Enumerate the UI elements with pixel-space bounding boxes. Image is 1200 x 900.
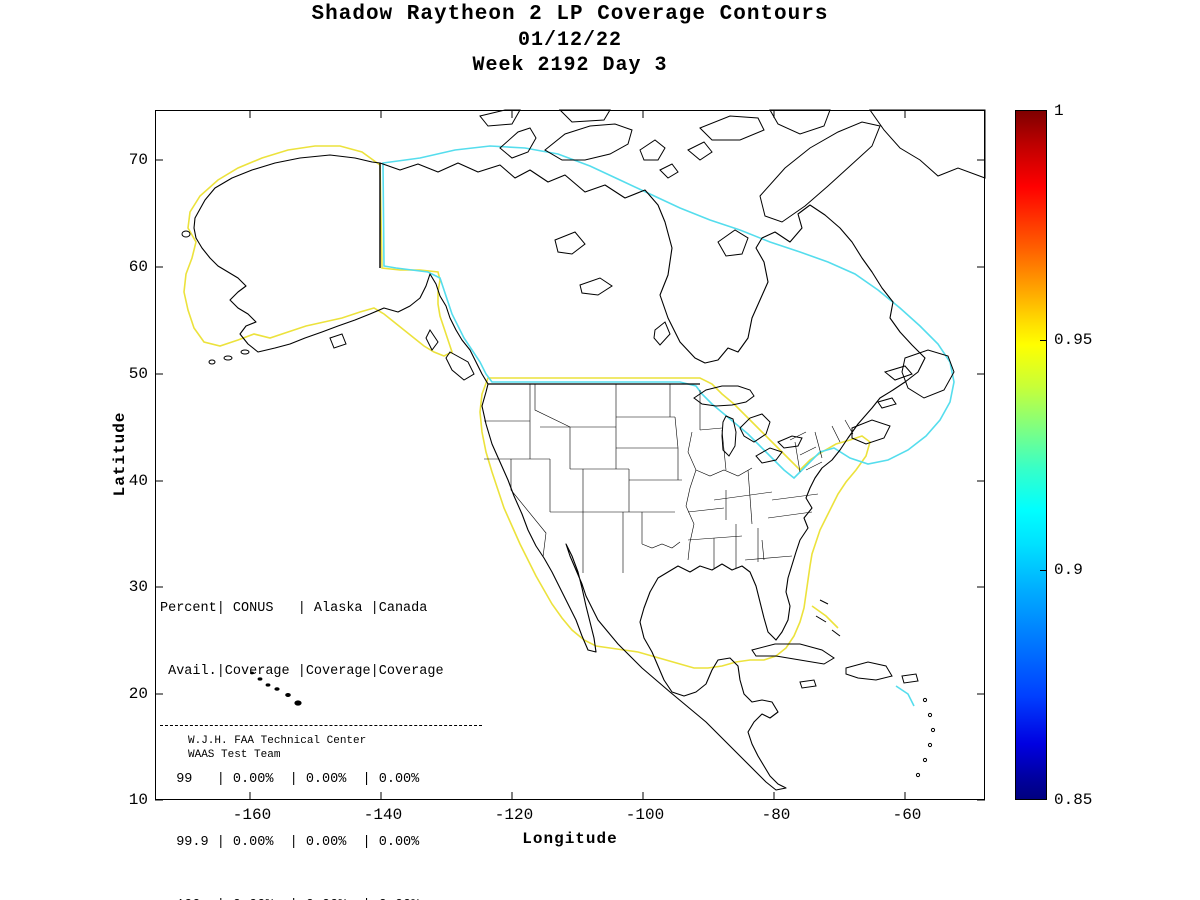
caribbean-islands	[751, 599, 936, 778]
coverage-table-row-99-9: 99.9 | 0.00% | 0.00% | 0.00%	[160, 835, 420, 850]
coverage-table-header-row1: Percent| CONUS | Alaska |Canada	[160, 601, 428, 616]
colorbar-tick	[1040, 340, 1046, 341]
plot-subtitle-date: 01/12/22	[517, 29, 622, 52]
credit-block: W.J.H. FAA Technical Center WAAS Test Te…	[188, 734, 366, 762]
conus-coverage-contour-yellow	[479, 377, 871, 669]
colorbar-tick-label: 0.9	[1054, 561, 1083, 579]
north-america-coastline	[193, 154, 926, 791]
colorbar-tick	[1040, 570, 1046, 571]
alaska-coverage-contour-yellow	[183, 145, 453, 357]
colorbar-tick-label: 0.95	[1054, 331, 1093, 349]
coverage-table: Percent| CONUS | Alaska |Canada Avail.|C…	[160, 556, 482, 900]
x-tick-label: -100	[625, 806, 665, 824]
colorbar-gradient	[1015, 110, 1047, 800]
y-tick-label: 10	[128, 791, 148, 809]
x-tick-label: -60	[892, 806, 922, 824]
state-boundary-lines	[484, 384, 854, 573]
coverage-table-row-99: 99 | 0.00% | 0.00% | 0.00%	[160, 772, 420, 787]
x-tick-label: -160	[232, 806, 272, 824]
coverage-table-row-100: 100 | 0.00% | 0.00% | 0.00%	[160, 895, 482, 900]
x-axis-label: Longitude	[522, 830, 618, 848]
colorbar-tick-label: 1	[1054, 102, 1064, 120]
figure-title-block: Shadow Raytheon 2 LP Coverage Contours 0…	[155, 2, 985, 78]
y-tick-label: 60	[128, 258, 148, 276]
y-tick-label: 20	[128, 685, 148, 703]
y-axis-label: Latitude	[111, 411, 129, 497]
credit-line-org: W.J.H. FAA Technical Center	[188, 735, 367, 747]
y-tick-label: 40	[128, 472, 148, 490]
coverage-table-divider	[160, 725, 482, 726]
y-tick-label: 30	[128, 578, 148, 596]
y-tick-label: 50	[128, 365, 148, 383]
hawaii-islands	[250, 671, 302, 706]
colorbar-tick-label: 0.85	[1054, 791, 1093, 809]
coverage-table-header-row2: Avail.|Coverage |Coverage|Coverage	[160, 664, 444, 679]
arctic-islands	[181, 109, 986, 445]
x-tick-label: -80	[761, 806, 791, 824]
x-tick-label: -120	[494, 806, 534, 824]
plot-title: Shadow Raytheon 2 LP Coverage Contours	[311, 3, 829, 26]
great-lakes	[554, 231, 803, 464]
plot-border	[155, 110, 985, 800]
axis-tick-marks	[155, 110, 985, 801]
x-tick-label: -140	[363, 806, 403, 824]
y-tick-label: 70	[128, 151, 148, 169]
credit-line-team: WAAS Test Team	[188, 749, 281, 761]
canada-coverage-contour-cyan	[382, 145, 955, 707]
plot-subtitle-week: Week 2192 Day 3	[472, 54, 668, 77]
